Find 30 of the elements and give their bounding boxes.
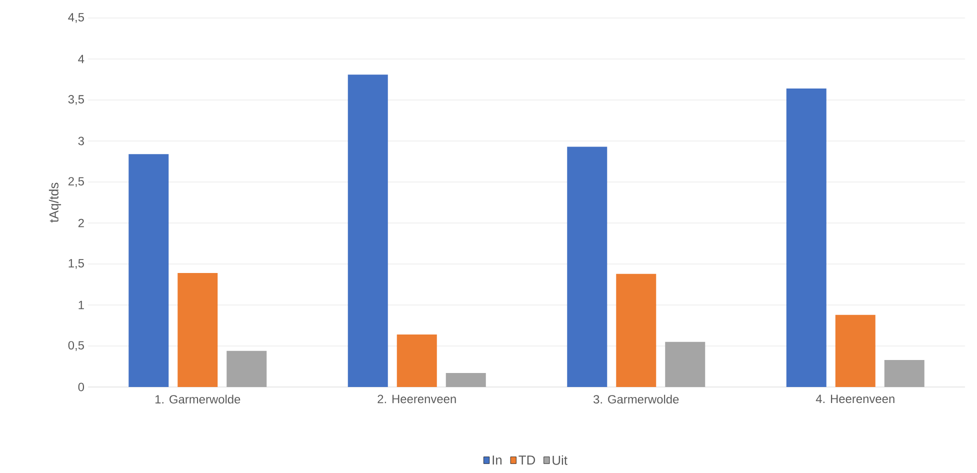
y-tick-label: 1,5 [68, 259, 84, 269]
bar [835, 314, 876, 387]
x-tick-label: 4. Heerenveen [816, 394, 894, 404]
x-tick-label: 1. Garmerwolde [155, 394, 240, 404]
bar [178, 273, 218, 387]
y-tick-label: 4,5 [68, 13, 84, 23]
bar [884, 360, 924, 387]
bar [348, 74, 388, 387]
legend-label: TD [518, 456, 536, 465]
y-tick-label: 0 [78, 382, 84, 392]
bar [665, 342, 706, 387]
y-tick-label: 3 [78, 136, 84, 146]
bar [226, 350, 267, 387]
y-tick-label: 4 [78, 54, 84, 64]
x-tick-label: 2. Heerenveen [378, 394, 456, 404]
y-tick-label: 1 [78, 300, 84, 310]
bar [567, 146, 608, 387]
bar [128, 154, 169, 387]
bar [446, 373, 486, 387]
bar [396, 334, 437, 387]
y-tick-label: 2 [78, 218, 84, 228]
bar [786, 88, 826, 387]
bar [616, 274, 656, 387]
legend-label: Uit [552, 455, 568, 465]
y-tick-label: 0,5 [68, 341, 84, 351]
y-tick-label: 3,5 [68, 95, 84, 105]
y-tick-label: 2,5 [68, 177, 84, 187]
y-axis-title: tAq/tds [48, 182, 62, 222]
x-tick-label: 3. Garmerwolde [594, 394, 679, 404]
legend-label: In [492, 456, 502, 465]
